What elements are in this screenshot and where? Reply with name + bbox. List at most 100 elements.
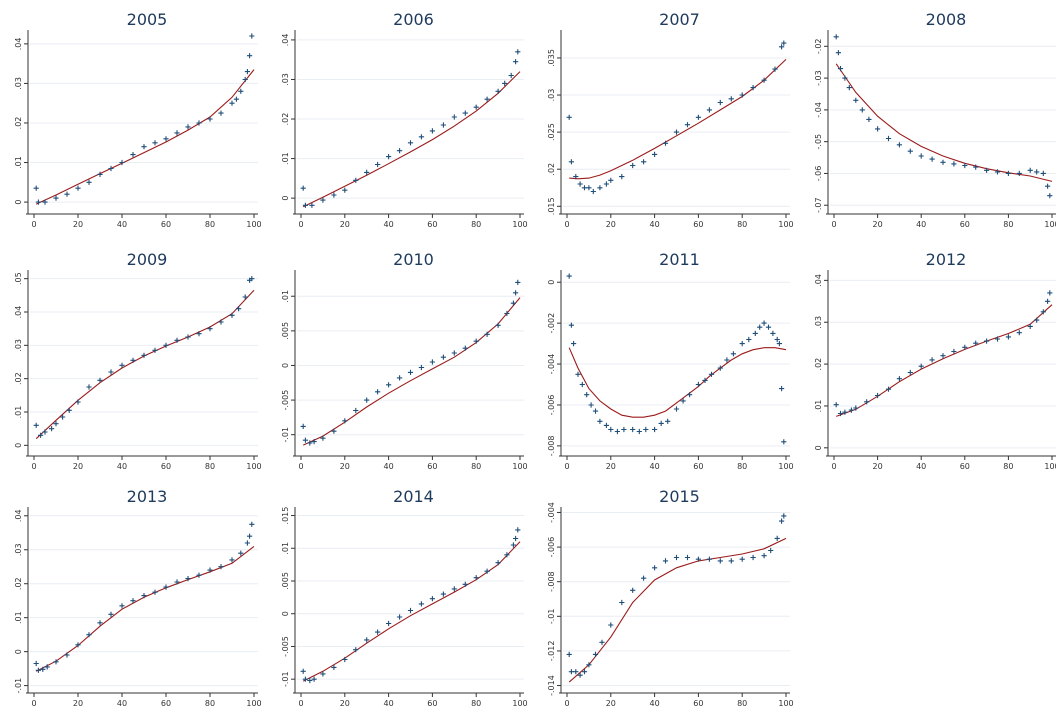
data-point-marker [307,677,313,684]
x-tick-label: 80 [737,699,747,706]
data-point-marker [984,167,990,173]
y-tick-label: .01 [281,152,290,165]
y-tick-label: .01 [14,406,23,419]
panel-title: 2013 [127,487,168,506]
data-point-marker [407,369,414,375]
data-point-marker [342,656,348,663]
data-point-marker [495,560,501,566]
data-point-marker [680,398,686,404]
x-tick-label: 40 [650,699,660,706]
data-point-marker [875,126,881,132]
panel-title: 2011 [659,250,700,269]
x-tick-label: 40 [384,462,394,471]
data-point-marker [484,96,490,102]
data-point-marker [752,330,758,336]
data-point-marker [581,185,588,191]
data-point-marker [750,554,756,561]
data-point-marker [75,399,81,405]
data-point-marker [588,402,594,408]
data-point-marker [249,276,255,282]
data-point-marker [781,439,787,445]
data-point-marker [238,550,244,556]
data-point-marker [108,369,114,375]
data-point-marker [673,406,680,412]
x-tick-label: 20 [340,699,350,706]
data-point-marker [973,340,979,346]
data-point-marker [1045,298,1051,304]
fit-line [35,69,255,205]
data-point-marker [608,177,614,183]
data-point-marker [429,359,435,365]
data-point-marker [238,88,244,94]
data-point-marker [837,66,844,72]
y-tick-label: .03 [281,73,290,86]
fit-line [835,63,1053,182]
data-point-marker [1005,334,1011,340]
data-point-marker [353,407,359,414]
data-point-marker [1016,330,1022,336]
data-point-marker [571,341,577,347]
data-point-marker [86,179,92,185]
y-tick-label: 0 [281,363,290,368]
data-point-marker [875,392,881,399]
data-point-marker [396,375,403,381]
x-tick-label: 60 [427,699,437,706]
data-point-marker [386,382,392,388]
data-point-marker [717,99,723,106]
data-point-marker [207,116,213,122]
data-point-marker [515,49,521,55]
y-tick-label: -.01 [14,678,23,694]
data-point-marker [440,354,446,360]
x-tick-label: 40 [916,462,926,471]
data-point-marker [130,357,136,363]
y-tick-label: .025 [547,123,556,141]
data-point-marker [781,513,787,519]
data-point-marker [768,547,774,554]
y-tick-label: 0 [14,200,23,205]
x-tick-label: 100 [246,699,261,706]
x-tick-label: 80 [205,699,215,706]
data-point-marker [242,76,248,83]
data-point-marker [174,337,180,343]
chart-panel-2007: 2007 .015 .02 .025 .03 .035 0 20 40 60 80 100 [547,10,794,229]
data-point-marker [418,364,425,371]
data-point-marker [652,426,658,433]
data-point-marker [331,664,337,670]
x-tick-label: 40 [916,220,926,229]
data-point-marker [33,660,39,667]
data-point-marker [163,136,169,142]
y-tick-label: -.002 [547,313,556,334]
data-point-marker [249,521,255,527]
y-tick-label: .04 [14,509,23,522]
data-point-marker [473,338,479,344]
data-point-marker [53,195,59,201]
panel-title: 2010 [393,250,434,269]
chart-panel-2006: 2006 0 .01 .02 .03 .04 0 20 40 60 80 100 [281,10,528,229]
data-point-marker [229,100,235,106]
x-tick-label: 0 [564,462,569,471]
data-point-marker [641,159,647,165]
x-tick-label: 60 [427,462,437,471]
data-point-marker [1016,170,1022,176]
chart-panel-2010: 2010 -.01 -.005 0 .005 .01 0 20 40 60 80 100 [281,250,528,471]
y-tick-label: -.012 [547,641,556,662]
x-tick-label: 20 [873,462,883,471]
data-point-marker [163,342,169,348]
data-point-marker [885,386,892,392]
data-point-marker [375,161,381,168]
data-point-marker [451,586,457,592]
x-tick-label: 0 [564,699,569,706]
data-point-marker [776,341,782,347]
x-tick-label: 0 [298,462,303,471]
data-point-marker [64,652,70,658]
data-point-marker [418,601,425,607]
data-point-marker [684,122,691,128]
y-tick-label: .04 [814,274,823,287]
data-point-marker [619,174,625,180]
data-point-marker [728,96,734,102]
x-tick-label: 80 [471,699,481,706]
data-point-marker [1027,323,1033,329]
data-point-marker [765,324,772,330]
x-tick-label: 80 [205,462,215,471]
